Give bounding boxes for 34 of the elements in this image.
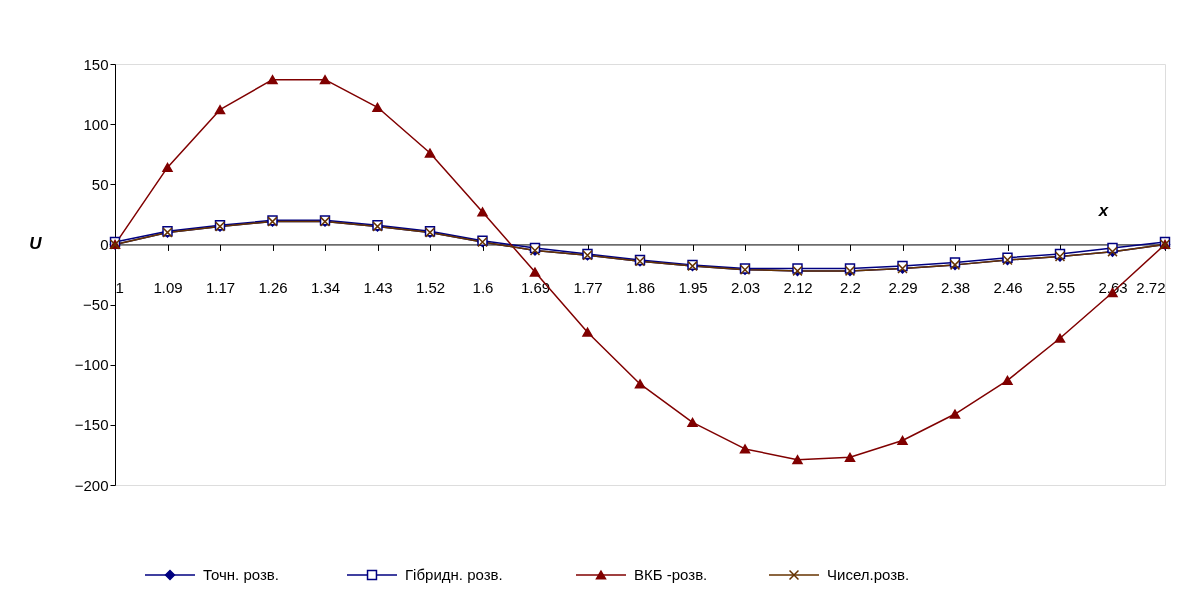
x-tick-label: 2.12 — [783, 278, 813, 296]
x-axis-title: x — [1097, 200, 1110, 220]
x-tick-label: 1.69 — [520, 278, 551, 296]
y-axis-title: U — [29, 233, 43, 253]
legend-label: Чисел.розв. — [827, 566, 910, 583]
x-tick-label: 1.34 — [310, 278, 341, 296]
y-tick-label: 150 — [83, 55, 109, 73]
x-tick-label: 2.29 — [888, 278, 918, 296]
x-tick-label: 1.95 — [678, 278, 708, 296]
y-tick-label: −50 — [83, 296, 109, 314]
x-tick-label: 1 — [115, 278, 124, 296]
legend-label: ВКБ -розв. — [634, 566, 708, 583]
x-tick-label: 2.03 — [730, 278, 761, 296]
x-tick-label: 2.38 — [940, 278, 971, 296]
y-tick-label: 50 — [91, 175, 109, 193]
x-tick-label: 2.2 — [840, 278, 861, 296]
y-tick-label: −100 — [74, 356, 109, 374]
x-tick-label: 1.43 — [363, 278, 393, 296]
x-tick-label: 1.26 — [258, 278, 288, 296]
y-tick-label: −200 — [74, 476, 109, 494]
x-tick-label: 1.09 — [153, 278, 183, 296]
x-tick-label: 2.46 — [993, 278, 1023, 296]
x-tick-label: 1.77 — [573, 278, 603, 296]
legend-label: Гібридн. розв. — [405, 566, 503, 583]
y-tick-label: −150 — [74, 416, 109, 434]
x-tick-label: 2.55 — [1045, 278, 1076, 296]
x-tick-label: 1.52 — [415, 278, 446, 296]
y-tick-label: 100 — [83, 115, 109, 133]
y-tick-label: 0 — [100, 235, 109, 253]
x-tick-label: 1.86 — [625, 278, 656, 296]
legend-label: Точн. розв. — [203, 566, 279, 583]
x-tick-label: 1.6 — [472, 278, 494, 296]
x-tick-label: 1.17 — [205, 278, 236, 296]
x-tick-label: 2.72 — [1136, 278, 1166, 296]
